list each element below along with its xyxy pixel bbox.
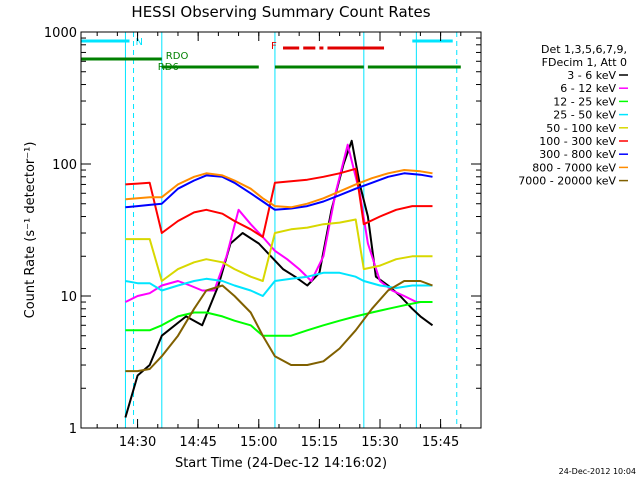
legend-header-line-1: Det 1,3,5,6,7,9,	[541, 43, 627, 56]
legend-label-4: 50 - 100 keV	[546, 122, 616, 135]
legend-label-8: 7000 - 20000 keV	[518, 175, 616, 188]
y-tick-label-3: 1000	[44, 26, 77, 41]
x-axis: 14:30 14:45 15:00 15:15 15:30 15:45	[96, 32, 462, 450]
legend-label-5: 100 - 300 keV	[539, 135, 616, 148]
series-line-7	[125, 169, 433, 209]
flag-label-n: N	[135, 37, 142, 48]
series-line-2	[125, 301, 433, 337]
flag-label-rd6: RD6	[158, 62, 179, 73]
series-line-1	[124, 143, 433, 303]
x-tick-label-4: 15:30	[361, 435, 398, 450]
timestamp: 24-Dec-2012 10:04	[559, 467, 636, 476]
y-tick-label-0: 1	[69, 422, 77, 437]
legend-label-3: 25 - 50 keV	[553, 109, 616, 122]
legend-label-7: 800 - 7000 keV	[532, 161, 616, 174]
x-tick-label-5: 15:45	[422, 435, 459, 450]
y-axis: 1 10 100 1000	[44, 26, 481, 437]
x-tick-label-0: 14:30	[119, 435, 156, 450]
flag-label-rdo: RDO	[166, 51, 189, 62]
legend-header-line-2: FDecim 1, Att 0	[542, 56, 627, 69]
x-axis-label: Start Time (24-Dec-12 14:16:02)	[175, 456, 387, 471]
series-line-8	[125, 280, 433, 373]
plot-frame	[80, 31, 482, 429]
x-tick-label-2: 15:00	[240, 435, 277, 450]
legend-label-2: 12 - 25 keV	[553, 95, 616, 108]
chart-title: HESSI Observing Summary Count Rates	[131, 3, 430, 21]
y-tick-label-2: 100	[52, 158, 77, 173]
series-line-6	[125, 172, 433, 211]
x-tick-label-1: 14:45	[179, 435, 216, 450]
x-tick-label-3: 15:15	[301, 435, 338, 450]
series-line-5	[125, 167, 433, 238]
y-axis-label: Count Rate (s⁻¹ detector⁻¹)	[23, 142, 38, 319]
series-line-4	[125, 218, 433, 282]
legend: Det 1,3,5,6,7,9, FDecim 1, Att 0 3 - 6 k…	[518, 43, 628, 188]
series-line-3	[125, 271, 433, 297]
legend-label-1: 6 - 12 keV	[560, 82, 616, 95]
legend-label-0: 3 - 6 keV	[567, 69, 616, 82]
legend-label-6: 300 - 800 keV	[539, 148, 616, 161]
flag-label-f: F	[271, 41, 277, 52]
y-tick-label-1: 10	[60, 290, 77, 305]
